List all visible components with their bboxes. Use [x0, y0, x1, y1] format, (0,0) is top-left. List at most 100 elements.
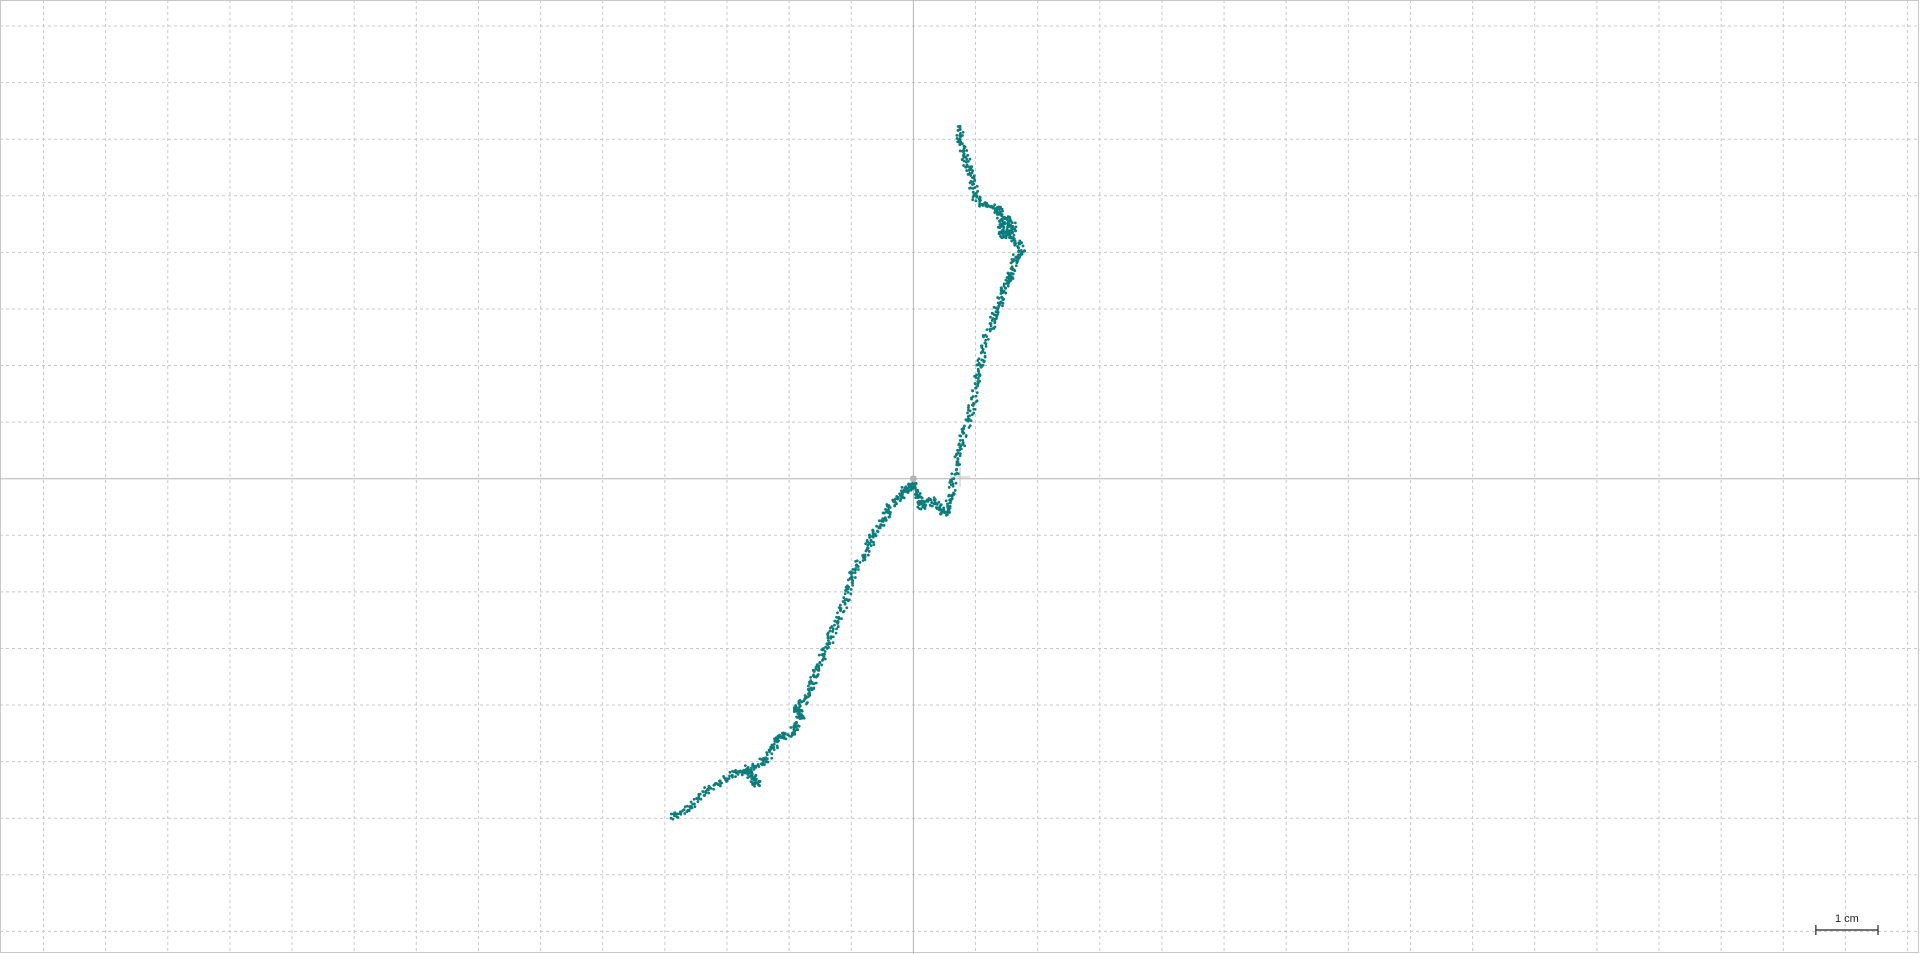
- data-point: [965, 149, 969, 152]
- data-point: [1000, 229, 1004, 233]
- data-point: [981, 203, 985, 206]
- data-point: [750, 766, 753, 770]
- data-point: [812, 673, 815, 677]
- data-point: [975, 184, 979, 188]
- data-point: [764, 760, 768, 764]
- data-point: [930, 501, 934, 504]
- data-point: [956, 457, 960, 461]
- data-point: [820, 658, 824, 662]
- data-point: [995, 216, 999, 220]
- data-point: [849, 588, 853, 591]
- data-point: [948, 501, 952, 505]
- data-point: [968, 157, 972, 161]
- data-point: [1002, 216, 1006, 220]
- data-point: [741, 771, 745, 775]
- data-point: [875, 529, 879, 533]
- data-point: [863, 558, 867, 562]
- data-point: [970, 396, 973, 400]
- data-point: [764, 756, 768, 760]
- data-point: [1010, 239, 1014, 243]
- data-point: [951, 482, 955, 486]
- data-point: [891, 498, 895, 502]
- data-point: [751, 762, 755, 766]
- data-point: [958, 133, 962, 137]
- data-point: [693, 805, 697, 809]
- data-point: [752, 765, 756, 769]
- data-point: [964, 160, 968, 164]
- data-point: [952, 491, 955, 495]
- data-point: [754, 778, 757, 782]
- data-point: [753, 784, 756, 788]
- data-point: [728, 770, 732, 774]
- data-point: [1014, 264, 1018, 268]
- data-point: [992, 305, 996, 309]
- data-point: [914, 486, 917, 490]
- data-point: [991, 312, 995, 315]
- data-point: [744, 771, 748, 775]
- data-point: [1010, 221, 1014, 225]
- data-point: [947, 493, 951, 497]
- data-point: [707, 787, 711, 791]
- data-point: [762, 763, 766, 767]
- data-point: [676, 812, 680, 816]
- data-point: [836, 611, 839, 615]
- data-point: [868, 533, 871, 537]
- data-point: [971, 195, 975, 199]
- data-point: [919, 507, 923, 511]
- data-point: [975, 191, 978, 195]
- data-point: [993, 320, 997, 323]
- data-point: [1007, 224, 1011, 228]
- data-point: [709, 786, 713, 790]
- data-point: [953, 488, 957, 492]
- data-point: [962, 146, 966, 150]
- data-point: [831, 635, 835, 639]
- data-point: [1015, 255, 1019, 259]
- data-point: [1006, 220, 1010, 223]
- data-point: [995, 212, 999, 216]
- data-point: [675, 815, 679, 819]
- data-point: [827, 646, 830, 649]
- data-point: [872, 543, 876, 547]
- data-point: [971, 187, 975, 190]
- data-point: [962, 427, 966, 431]
- data-point: [1013, 239, 1017, 243]
- data-point: [1006, 276, 1010, 279]
- data-point: [961, 441, 965, 445]
- data-point: [874, 534, 878, 538]
- data-point: [1000, 213, 1004, 216]
- data-point: [1001, 291, 1004, 295]
- data-point: [799, 716, 803, 720]
- data-point: [968, 414, 972, 418]
- data-point: [948, 498, 952, 502]
- data-point: [671, 817, 675, 821]
- data-point: [956, 448, 959, 452]
- data-point: [973, 382, 977, 385]
- data-point: [1017, 250, 1020, 254]
- data-point: [796, 728, 800, 731]
- data-point: [693, 802, 696, 806]
- data-point: [850, 581, 854, 584]
- data-point: [683, 812, 687, 815]
- data-point: [736, 770, 740, 773]
- data-point: [967, 404, 970, 407]
- data-point: [893, 504, 897, 508]
- data-point: [989, 324, 993, 328]
- data-point: [702, 794, 706, 797]
- data-point: [958, 454, 962, 458]
- data-point: [997, 296, 1001, 300]
- data-point: [803, 696, 807, 700]
- data-point: [786, 733, 790, 737]
- data-point: [982, 335, 985, 339]
- data-point: [914, 482, 918, 485]
- data-point: [776, 740, 779, 744]
- data-point: [1005, 228, 1009, 231]
- data-point: [958, 438, 962, 442]
- data-point: [958, 137, 962, 141]
- data-point: [939, 503, 943, 507]
- data-point: [837, 616, 841, 620]
- cursor-crosshair: [950, 467, 970, 487]
- data-point: [685, 804, 689, 808]
- data-point: [674, 812, 677, 816]
